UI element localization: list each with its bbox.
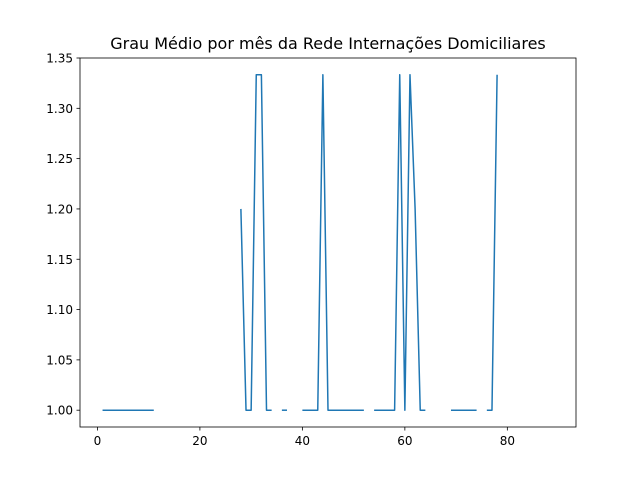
x-tick-label: 20 (192, 434, 207, 448)
x-tick-label: 40 (295, 434, 310, 448)
axes-frame (79, 57, 577, 428)
series-line-segment (240, 74, 272, 411)
y-tick-label: 1.05 (46, 353, 73, 367)
x-axis: 0 20 40 60 80 (94, 427, 515, 448)
x-tick-label: 0 (94, 434, 102, 448)
x-tick-label: 60 (397, 434, 412, 448)
y-tick-label: 1.10 (46, 303, 73, 317)
y-tick-label: 1.15 (46, 253, 73, 267)
y-tick-label: 1.20 (46, 202, 73, 216)
plot-area (102, 74, 498, 411)
y-tick-label: 1.00 (46, 404, 73, 418)
chart-title: Grau Médio por mês da Rede Internações D… (110, 34, 546, 53)
series-line-segment (302, 74, 364, 411)
y-tick-label: 1.25 (46, 152, 73, 166)
series-line-segment (374, 74, 426, 411)
series-line-segment (486, 74, 498, 411)
y-axis: 1.00 1.05 1.10 1.15 1.20 1.25 1.30 1.35 (46, 52, 80, 418)
y-tick-label: 1.30 (46, 102, 73, 116)
x-tick-label: 80 (500, 434, 515, 448)
y-tick-label: 1.35 (46, 52, 73, 66)
